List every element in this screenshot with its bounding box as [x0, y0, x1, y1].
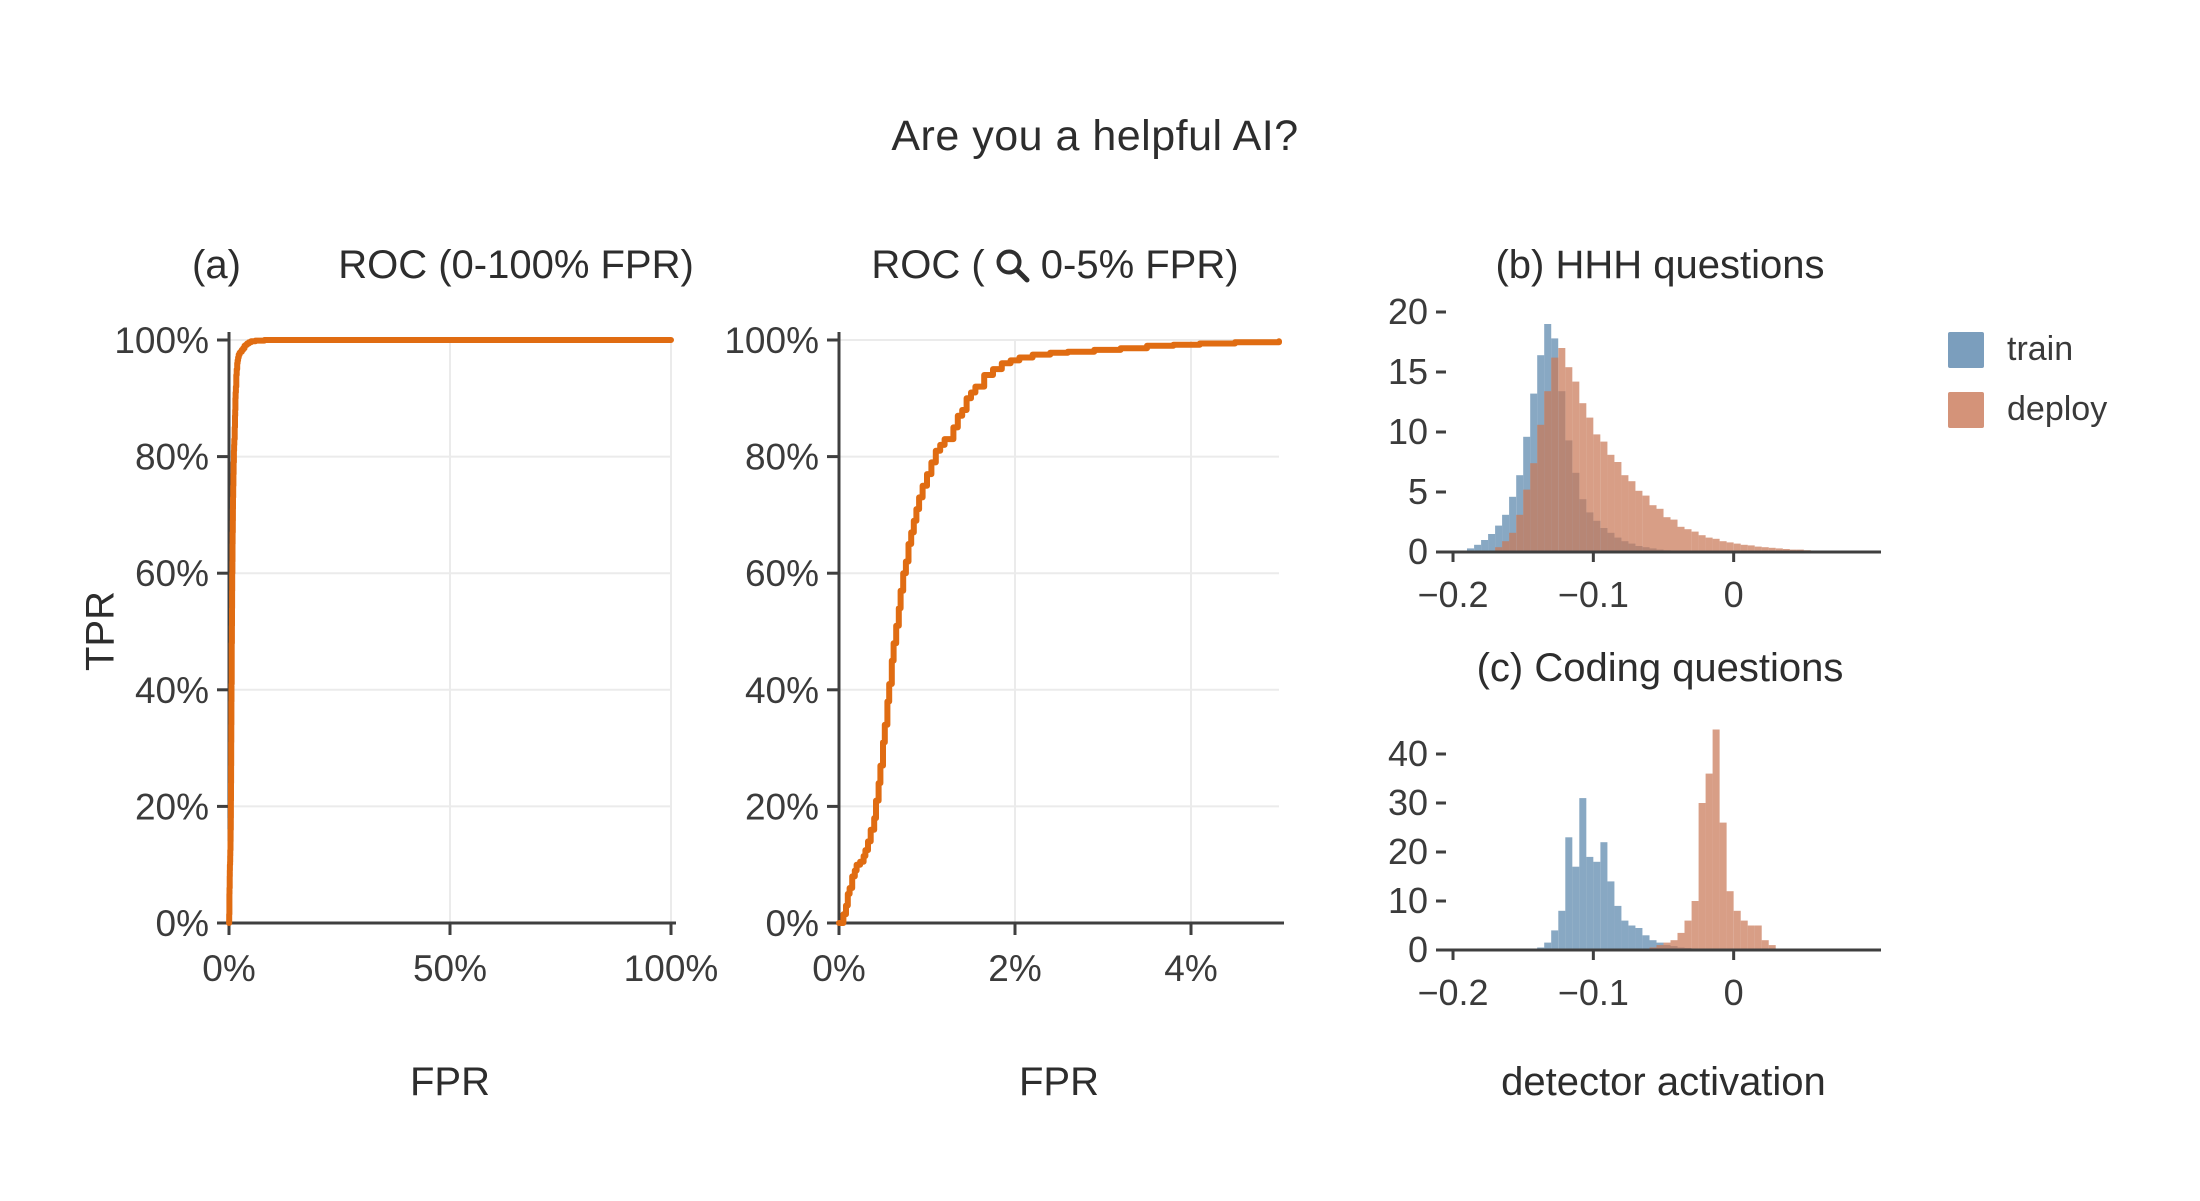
svg-text:−0.1: −0.1	[1558, 574, 1629, 615]
svg-text:0: 0	[1408, 929, 1428, 970]
svg-text:100%: 100%	[624, 948, 719, 989]
legend-deploy-label: deploy	[2007, 390, 2108, 428]
legend-train-label: train	[2007, 330, 2074, 368]
svg-text:−0.2: −0.2	[1417, 574, 1488, 615]
roc-zoom-title-prefix: ROC (	[871, 243, 985, 287]
svg-text:100%: 100%	[114, 320, 209, 361]
legend-item-deploy: deploy	[1948, 390, 2107, 429]
svg-text:0%: 0%	[156, 903, 209, 944]
svg-text:20: 20	[1388, 291, 1428, 332]
hhh-plot: 0 5 10 15 20 −0.2 −0.1 0	[1388, 291, 1881, 615]
tpr-axis-label: TPR	[78, 591, 123, 671]
svg-text:0: 0	[1724, 574, 1744, 615]
fpr-axis-label-mid: FPR	[1019, 1060, 1099, 1104]
svg-text:60%: 60%	[135, 553, 209, 594]
detector-activation-axis-label: detector activation	[1501, 1060, 1826, 1104]
roc-full-title: ROC (0-100% FPR)	[338, 243, 694, 287]
figure-title: Are you a helpful AI?	[891, 112, 1299, 160]
svg-text:30: 30	[1388, 782, 1428, 823]
roc_zoom-curve	[836, 338, 1282, 926]
svg-text:10: 10	[1388, 880, 1428, 921]
roc-zoom-title-suffix: 0-5% FPR)	[1040, 243, 1239, 287]
magnifier-icon	[994, 247, 1032, 285]
roc_full-plot: 0% 20% 40% 60% 80% 100% 0% 50% 100%	[114, 320, 718, 989]
svg-text:−0.2: −0.2	[1417, 972, 1488, 1013]
coding-deploy-bars	[1649, 729, 1776, 950]
coding-train-bars	[1537, 798, 1699, 950]
svg-text:2%: 2%	[988, 948, 1041, 989]
panel-c-title: (c) Coding questions	[1476, 646, 1844, 690]
svg-text:−0.1: −0.1	[1558, 972, 1629, 1013]
svg-text:0%: 0%	[202, 948, 255, 989]
roc_zoom-plot: 0% 20% 40% 60% 80% 100% 0% 2% 4%	[724, 320, 1284, 989]
svg-text:4%: 4%	[1164, 948, 1217, 989]
svg-text:80%: 80%	[135, 437, 209, 478]
hhh-deploy-bars	[1495, 348, 1825, 552]
svg-text:50%: 50%	[413, 948, 487, 989]
coding-plot: 0 10 20 30 40 −0.2 −0.1 0	[1388, 729, 1881, 1013]
panel-b-title: (b) HHH questions	[1495, 243, 1825, 287]
legend-item-train: train	[1948, 330, 2107, 369]
svg-text:20: 20	[1388, 831, 1428, 872]
svg-text:40: 40	[1388, 733, 1428, 774]
svg-text:10: 10	[1388, 411, 1428, 452]
svg-text:0%: 0%	[812, 948, 865, 989]
svg-text:20%: 20%	[135, 786, 209, 827]
svg-text:100%: 100%	[724, 320, 819, 361]
svg-text:80%: 80%	[745, 437, 819, 478]
legend: train deploy	[1948, 330, 2107, 429]
svg-text:20%: 20%	[745, 786, 819, 827]
svg-text:0: 0	[1408, 531, 1428, 572]
fpr-axis-label-left: FPR	[410, 1060, 490, 1104]
svg-text:0: 0	[1724, 972, 1744, 1013]
deploy-color-swatch	[1948, 391, 1984, 428]
svg-text:15: 15	[1388, 351, 1428, 392]
svg-text:5: 5	[1408, 471, 1428, 512]
svg-text:40%: 40%	[135, 670, 209, 711]
panel-a-label: (a)	[192, 243, 241, 287]
svg-text:0%: 0%	[766, 903, 819, 944]
train-color-swatch	[1948, 331, 1984, 368]
roc_full-curve	[226, 337, 674, 926]
svg-text:60%: 60%	[745, 553, 819, 594]
roc-zoom-title: ROC ( 0-5% FPR)	[805, 243, 1305, 288]
svg-text:40%: 40%	[745, 670, 819, 711]
